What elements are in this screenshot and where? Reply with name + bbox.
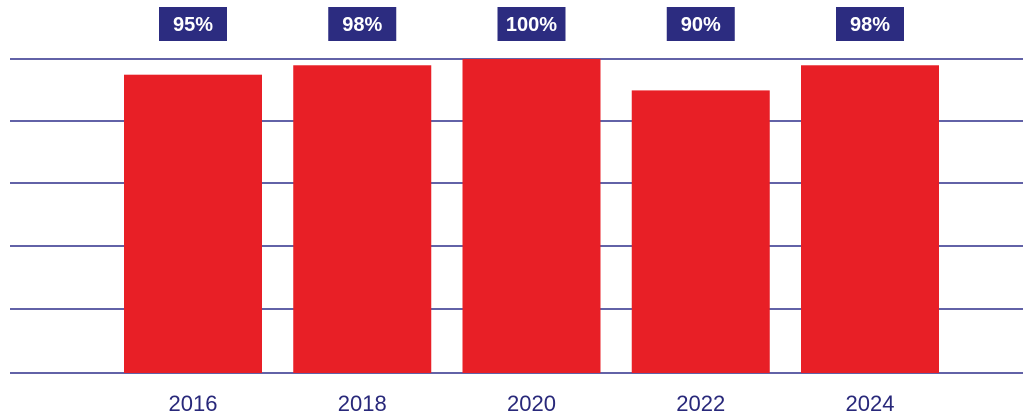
value-label-text: 100% (506, 14, 557, 36)
bar-2024 (801, 65, 939, 373)
value-labels: 95% 98% 100% 90% 98% (159, 7, 904, 41)
value-label-text: 98% (850, 14, 890, 36)
x-axis-tick-labels: 2016 2018 2020 2022 2024 (169, 391, 895, 416)
x-tick-label-2016: 2016 (169, 391, 218, 416)
x-tick-label-2022: 2022 (676, 391, 725, 416)
value-label-text: 95% (173, 14, 213, 36)
value-label-2024: 98% (836, 7, 904, 41)
value-label-box (497, 7, 566, 41)
value-label-2016: 95% (159, 7, 227, 41)
bar-2018 (293, 65, 432, 373)
value-label-box (328, 7, 397, 41)
x-tick-label-2020: 2020 (507, 391, 556, 416)
value-label-box (836, 7, 904, 41)
value-label-text: 98% (342, 14, 382, 36)
bar-2016 (124, 74, 262, 373)
x-tick-label-2018: 2018 (338, 391, 387, 416)
value-label-text: 90% (681, 14, 721, 36)
value-label-box (159, 7, 227, 41)
bar-2020 (462, 59, 601, 373)
bars (124, 59, 939, 374)
x-tick-label-2024: 2024 (846, 391, 895, 416)
value-label-2018: 98% (328, 7, 397, 41)
value-label-2020: 100% (497, 7, 566, 41)
bar-2022 (631, 90, 770, 374)
value-label-2022: 90% (666, 7, 735, 41)
value-label-box (666, 7, 735, 41)
